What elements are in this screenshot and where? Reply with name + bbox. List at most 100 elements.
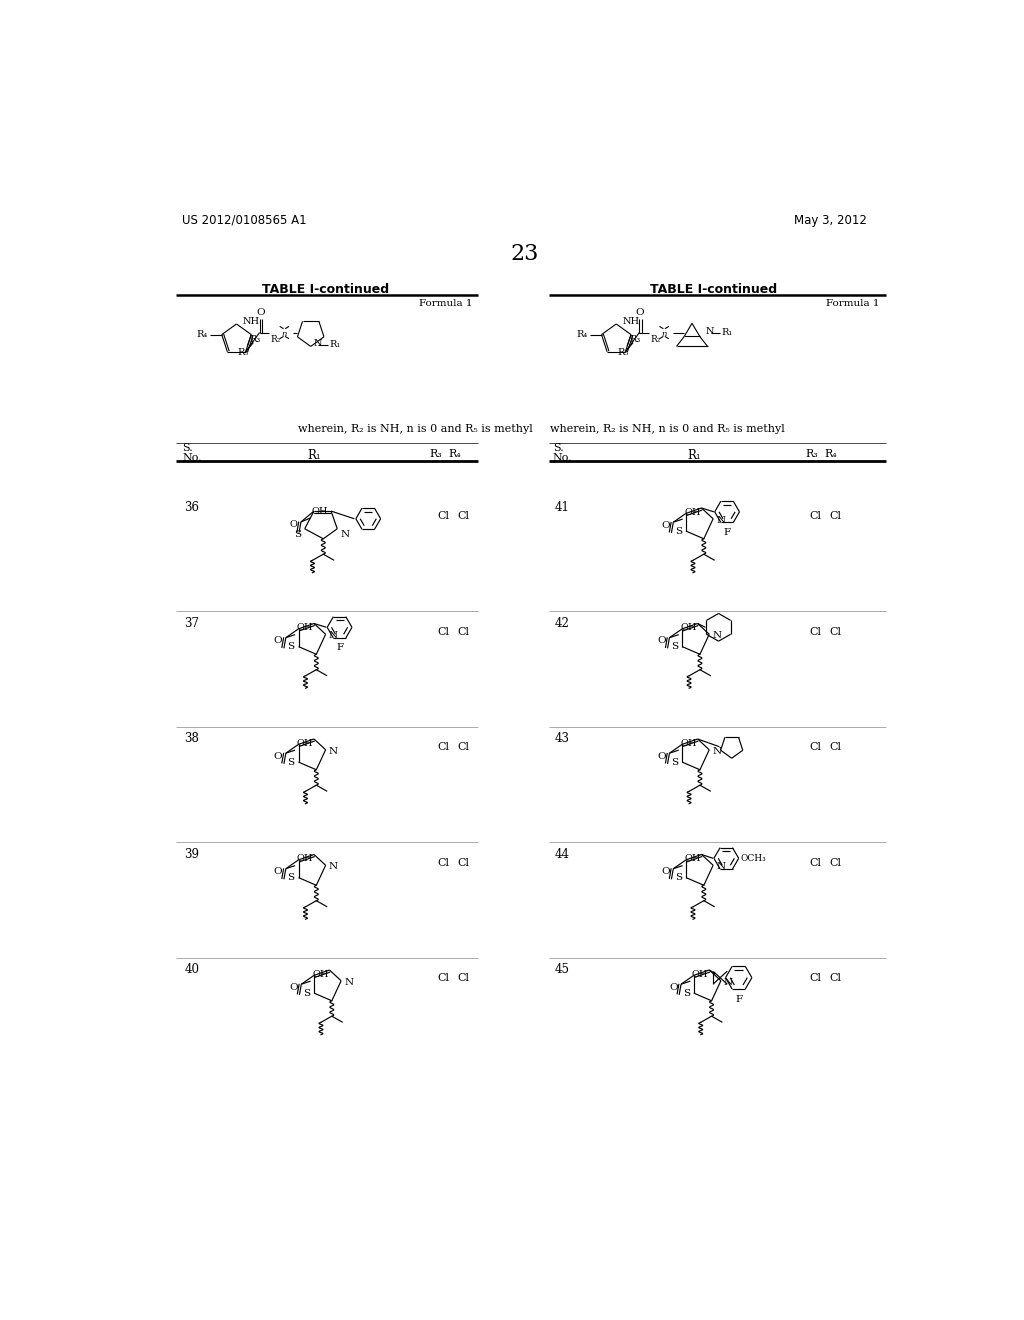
Text: May 3, 2012: May 3, 2012 <box>795 214 867 227</box>
Text: Cl: Cl <box>829 973 841 983</box>
Text: R₄: R₄ <box>824 449 838 459</box>
Text: Cl: Cl <box>437 511 450 521</box>
Text: 37: 37 <box>184 616 200 630</box>
Text: Cl: Cl <box>810 742 821 752</box>
Text: No.: No. <box>553 453 572 462</box>
Text: R₃: R₃ <box>629 335 640 345</box>
Text: O: O <box>273 867 283 876</box>
Text: n: n <box>282 330 287 338</box>
Text: S: S <box>288 642 295 651</box>
Text: OH: OH <box>680 739 696 748</box>
Text: 38: 38 <box>184 733 200 744</box>
Text: O: O <box>636 308 644 317</box>
Text: R₃: R₃ <box>250 335 261 345</box>
Text: 42: 42 <box>554 616 569 630</box>
Text: NH: NH <box>623 317 640 326</box>
Text: No.: No. <box>182 453 202 462</box>
Text: R₃: R₃ <box>429 449 442 459</box>
Text: R₃: R₃ <box>805 449 818 459</box>
Text: Cl: Cl <box>829 511 841 521</box>
Text: O: O <box>662 520 670 529</box>
Text: R₁: R₁ <box>722 329 733 337</box>
Text: S: S <box>288 758 295 767</box>
Text: US 2012/0108565 A1: US 2012/0108565 A1 <box>182 214 307 227</box>
Text: N: N <box>313 339 323 348</box>
Text: 41: 41 <box>554 502 569 513</box>
Text: Cl: Cl <box>457 858 469 867</box>
Text: S: S <box>671 642 678 651</box>
Text: R₁: R₁ <box>330 341 341 350</box>
Text: Formula 1: Formula 1 <box>420 298 473 308</box>
Text: N: N <box>716 862 725 871</box>
Text: S: S <box>671 758 678 767</box>
Text: R₁: R₁ <box>307 449 321 462</box>
Text: N: N <box>344 978 353 987</box>
Text: Cl: Cl <box>829 858 841 867</box>
Text: Cl: Cl <box>810 511 821 521</box>
Text: OH: OH <box>684 854 700 863</box>
Text: S.: S. <box>553 444 563 453</box>
Text: Cl: Cl <box>457 742 469 752</box>
Text: wherein, R₂ is NH, n is 0 and R₅ is methyl: wherein, R₂ is NH, n is 0 and R₅ is meth… <box>550 424 785 434</box>
Text: O: O <box>289 982 298 991</box>
Text: S: S <box>683 989 690 998</box>
Text: Cl: Cl <box>829 627 841 636</box>
Text: Cl: Cl <box>437 742 450 752</box>
Text: F: F <box>724 528 731 537</box>
Text: n: n <box>662 330 667 338</box>
Text: Cl: Cl <box>810 973 821 983</box>
Text: Cl: Cl <box>810 627 821 636</box>
Text: Formula 1: Formula 1 <box>826 298 880 308</box>
Text: NH: NH <box>243 317 260 326</box>
Text: 40: 40 <box>184 964 200 975</box>
Text: OCH₃: OCH₃ <box>740 854 766 863</box>
Text: N: N <box>329 747 338 756</box>
Text: N: N <box>329 862 338 871</box>
Text: R₅: R₅ <box>238 348 249 358</box>
Text: 23: 23 <box>511 243 539 265</box>
Text: Cl: Cl <box>457 627 469 636</box>
Text: R₅: R₅ <box>617 348 629 358</box>
Text: Cl: Cl <box>829 742 841 752</box>
Text: Cl: Cl <box>457 973 469 983</box>
Text: wherein, R₂ is NH, n is 0 and R₅ is methyl: wherein, R₂ is NH, n is 0 and R₅ is meth… <box>299 424 534 434</box>
Text: OH: OH <box>297 623 313 632</box>
Text: 36: 36 <box>184 502 200 513</box>
Text: 43: 43 <box>554 733 569 744</box>
Text: OH: OH <box>312 970 329 979</box>
Text: 45: 45 <box>554 964 569 975</box>
Text: F: F <box>336 644 343 652</box>
Text: F: F <box>735 995 742 1003</box>
Text: S: S <box>675 527 682 536</box>
Text: OH: OH <box>297 854 313 863</box>
Text: O: O <box>273 751 283 760</box>
Text: O: O <box>290 520 298 529</box>
Text: S: S <box>295 531 302 540</box>
Text: N: N <box>706 326 715 335</box>
Text: O: O <box>273 636 283 645</box>
Text: N: N <box>716 516 725 525</box>
Text: 39: 39 <box>184 847 200 861</box>
Text: 44: 44 <box>554 847 569 861</box>
Text: S: S <box>675 873 682 882</box>
Text: R₄: R₄ <box>449 449 461 459</box>
Text: R₂: R₂ <box>270 335 281 345</box>
Text: OH: OH <box>311 507 329 516</box>
Text: Cl: Cl <box>437 627 450 636</box>
Text: R₂: R₂ <box>650 335 660 345</box>
Text: TABLE I-continued: TABLE I-continued <box>262 284 389 296</box>
Text: OH: OH <box>692 970 709 979</box>
Text: Cl: Cl <box>810 858 821 867</box>
Text: O: O <box>256 308 264 317</box>
Text: OH: OH <box>297 739 313 748</box>
Text: S: S <box>303 989 310 998</box>
Text: O: O <box>657 751 666 760</box>
Text: R₁: R₁ <box>687 449 700 462</box>
Text: N: N <box>329 631 338 640</box>
Text: S.: S. <box>182 444 193 453</box>
Text: Cl: Cl <box>437 858 450 867</box>
Text: N: N <box>713 631 722 640</box>
Text: O: O <box>662 867 670 876</box>
Text: TABLE I-continued: TABLE I-continued <box>649 284 776 296</box>
Text: R₄: R₄ <box>577 330 588 339</box>
